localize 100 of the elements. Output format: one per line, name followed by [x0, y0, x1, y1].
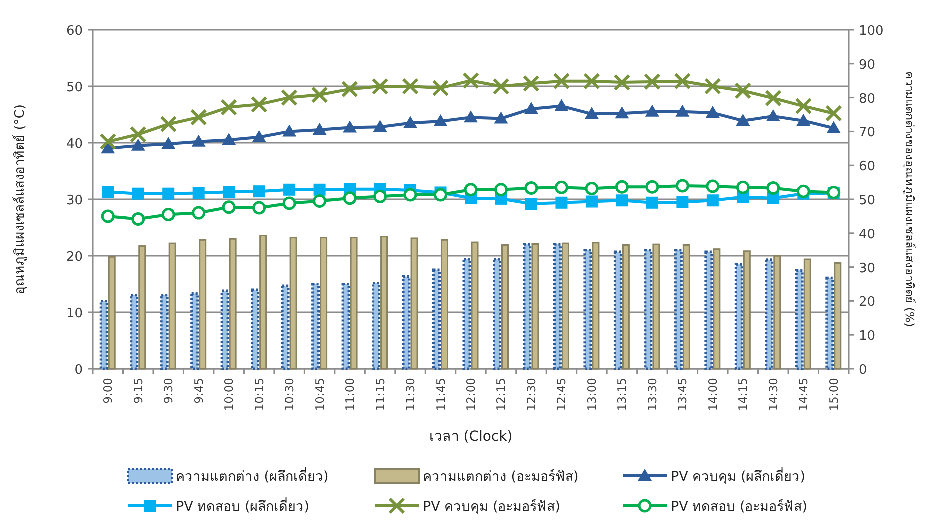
point — [734, 82, 752, 100]
point — [706, 106, 720, 118]
point — [615, 106, 630, 119]
x-tick-label: 14:00 — [706, 378, 720, 412]
bar — [492, 258, 502, 370]
legend-label: PV ควบคุม (ผลึกเดี่ยว) — [671, 467, 806, 485]
point — [220, 98, 238, 116]
y-tick-label: 50 — [66, 80, 83, 96]
point — [434, 188, 448, 202]
x-tick-label: 9:30 — [162, 378, 176, 404]
bar — [312, 283, 320, 370]
bar — [743, 250, 751, 370]
bar — [774, 255, 782, 370]
point — [736, 180, 750, 194]
x-tick-label: 10:30 — [282, 378, 297, 412]
point — [462, 72, 480, 90]
bar — [281, 284, 290, 370]
point — [102, 186, 114, 198]
point — [522, 75, 540, 92]
point — [434, 114, 448, 127]
x-tick-label: 13:45 — [676, 378, 690, 412]
point — [796, 184, 810, 198]
bar — [462, 258, 472, 370]
point — [402, 78, 420, 95]
point — [374, 190, 388, 204]
y2-tick-label: 40 — [859, 227, 876, 242]
x-tick-label: 14:15 — [736, 378, 750, 412]
bar — [251, 288, 260, 370]
bar — [380, 236, 388, 370]
point — [644, 73, 661, 90]
x-tick-label: 10:00 — [222, 378, 236, 412]
point — [584, 107, 599, 120]
point — [252, 130, 266, 142]
point — [553, 72, 570, 90]
point — [524, 102, 538, 114]
legend-label: PV ทดสอบ (อะมอร์ฟัส) — [671, 498, 808, 515]
y2-tick-label: 50 — [859, 194, 876, 208]
bar — [734, 263, 744, 370]
point — [554, 180, 568, 194]
point — [766, 181, 780, 195]
x-tick-label: 13:30 — [645, 378, 660, 412]
x-tick-label: 11:45 — [434, 378, 448, 412]
bar — [471, 242, 479, 370]
y2-tick-label: 90 — [859, 58, 876, 73]
point — [223, 186, 236, 198]
point — [404, 188, 418, 202]
bar — [834, 262, 842, 370]
point — [132, 212, 146, 226]
point — [704, 78, 722, 95]
point — [313, 194, 327, 208]
bar — [713, 248, 721, 370]
point — [192, 134, 206, 147]
point — [554, 99, 569, 112]
x-tick-label: 15:00 — [826, 378, 841, 412]
point — [524, 181, 538, 195]
bar — [614, 250, 622, 370]
point — [160, 116, 178, 133]
point — [826, 121, 841, 134]
bar — [108, 256, 116, 370]
bar — [350, 237, 358, 370]
bar — [584, 249, 592, 370]
point — [796, 114, 811, 126]
bar — [229, 238, 237, 370]
point — [192, 206, 206, 220]
point — [766, 109, 780, 122]
x-axis-title: เวลา (Clock) — [429, 429, 513, 445]
bar — [532, 244, 540, 370]
point — [192, 187, 205, 200]
point — [282, 124, 297, 137]
y-tick-label: 60 — [66, 24, 83, 39]
x-tick-label: 11:30 — [404, 378, 418, 412]
point — [795, 98, 812, 115]
legend-label: PV ควบคุม (อะมอร์ฟัส) — [423, 498, 560, 515]
point — [250, 96, 268, 114]
bar — [622, 244, 630, 370]
x-tick-label: 10:15 — [252, 378, 266, 412]
point — [614, 74, 631, 92]
point — [646, 180, 660, 194]
bar — [826, 276, 834, 370]
point — [645, 104, 660, 117]
point — [282, 196, 296, 210]
bar — [342, 283, 350, 370]
point — [825, 105, 842, 122]
y-tick-label: 30 — [66, 194, 83, 208]
bar — [804, 258, 812, 370]
point — [706, 180, 720, 194]
x-tick-label: 14:45 — [796, 378, 811, 412]
point — [615, 180, 629, 194]
bar — [138, 246, 146, 370]
point — [314, 184, 326, 196]
bar — [402, 276, 411, 370]
bar — [190, 292, 200, 370]
y-tick-label: 40 — [66, 137, 83, 152]
y2-tick-label: 20 — [859, 295, 876, 310]
y2-tick-label: 70 — [859, 126, 876, 141]
point — [464, 183, 478, 197]
bar — [160, 294, 169, 370]
point — [494, 112, 508, 124]
bar — [682, 244, 690, 370]
point — [676, 179, 690, 193]
